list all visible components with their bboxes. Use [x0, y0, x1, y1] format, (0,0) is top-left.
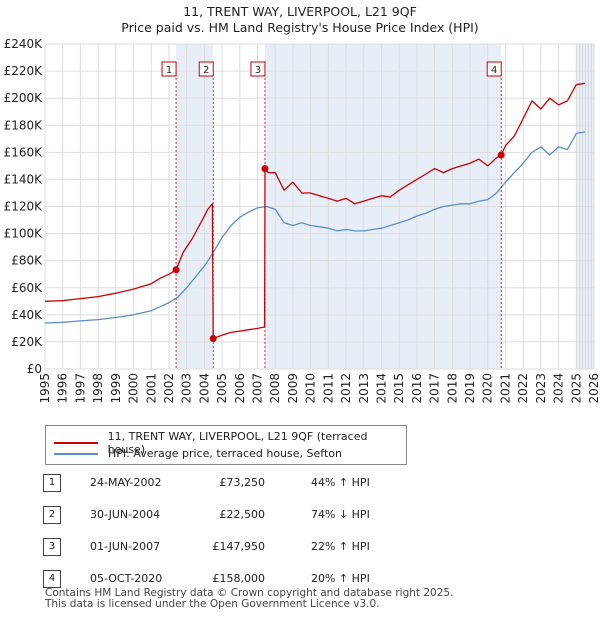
x-tick-label: 2023 — [534, 373, 548, 404]
footer-attribution: Contains HM Land Registry data © Crown c… — [45, 588, 453, 610]
sale-number-badge: 1 — [43, 474, 61, 492]
sale-marker-label: 3 — [255, 65, 261, 76]
x-tick-label: 2010 — [304, 373, 318, 404]
x-tick-label: 2013 — [357, 373, 371, 404]
y-tick-label: £160K — [4, 145, 44, 159]
sale-row: 1 24-MAY-2002 £73,250 44% ↑ HPI — [0, 472, 600, 494]
x-tick-label: 2017 — [428, 373, 442, 404]
x-tick-label: 1998 — [91, 373, 105, 404]
x-tick-label: 1996 — [56, 373, 70, 404]
legend-item-hpi: HPI: Average price, terraced house, Seft… — [54, 447, 342, 460]
y-tick-label: £120K — [4, 200, 44, 214]
x-tick-label: 2016 — [410, 373, 424, 404]
y-tick-label: £60K — [11, 281, 43, 295]
legend-swatch-hpi — [54, 452, 98, 455]
sale-price: £22,500 — [219, 508, 266, 521]
y-tick-label: £180K — [4, 118, 44, 132]
x-tick-label: 2026 — [587, 373, 600, 404]
x-tick-label: 2007 — [251, 373, 265, 404]
x-tick-label: 2020 — [481, 373, 495, 404]
sale-point — [172, 266, 180, 274]
x-tick-label: 2021 — [498, 373, 512, 404]
x-tick-label: 2014 — [374, 373, 388, 404]
x-tick-label: 2025 — [569, 373, 583, 404]
sale-number-badge: 4 — [43, 570, 61, 588]
sale-marker-label: 2 — [203, 65, 209, 76]
sale-marker-badge — [198, 61, 214, 77]
sale-number-badge: 3 — [43, 538, 61, 556]
sale-date: 01-JUN-2007 — [90, 540, 161, 553]
sale-number-badge: 2 — [43, 506, 61, 524]
sale-point — [497, 151, 505, 159]
sale-hpi-change: 74% ↓ HPI — [311, 508, 370, 521]
sale-date: 05-OCT-2020 — [90, 572, 163, 585]
sale-hpi-change: 44% ↑ HPI — [311, 476, 370, 489]
y-tick-label: £20K — [11, 335, 43, 349]
x-tick-label: 2004 — [197, 373, 211, 404]
sale-row: 3 01-JUN-2007 £147,950 22% ↑ HPI — [0, 536, 600, 558]
y-tick-label: £100K — [4, 227, 44, 241]
legend-swatch-property — [54, 442, 98, 444]
legend-label-property: 11, TRENT WAY, LIVERPOOL, L21 9QF (terra… — [107, 430, 368, 456]
legend-item-property: 11, TRENT WAY, LIVERPOOL, L21 9QF (terra… — [54, 430, 406, 456]
x-tick-label: 2003 — [180, 373, 194, 404]
sale-row: 4 05-OCT-2020 £158,000 20% ↑ HPI — [0, 568, 600, 590]
sale-marker-badge — [161, 61, 177, 77]
chart-legend: 11, TRENT WAY, LIVERPOOL, L21 9QF (terra… — [45, 425, 407, 465]
y-tick-label: £80K — [11, 254, 43, 268]
x-tick-label: 2024 — [552, 373, 566, 404]
x-tick-label: 1997 — [73, 373, 87, 404]
y-tick-label: £140K — [4, 172, 44, 186]
y-tick-label: £40K — [11, 308, 43, 322]
chart-title: 11, TRENT WAY, LIVERPOOL, L21 9QF — [183, 4, 417, 19]
footer-copyright: Contains HM Land Registry data © Crown c… — [45, 587, 454, 599]
x-tick-label: 2005 — [215, 373, 229, 404]
sale-row: 2 30-JUN-2004 £22,500 74% ↓ HPI — [0, 504, 600, 526]
x-tick-label: 2022 — [516, 373, 530, 404]
x-tick-label: 2001 — [144, 373, 158, 404]
sale-marker-label: 1 — [166, 65, 172, 76]
sale-price: £147,950 — [212, 540, 266, 553]
sale-marker-badge — [486, 61, 502, 77]
y-tick-label: £0 — [27, 362, 42, 376]
sale-price: £73,250 — [219, 476, 266, 489]
sale-price: £158,000 — [212, 572, 266, 585]
x-tick-label: 2015 — [392, 373, 406, 404]
footer-license: This data is licensed under the Open Gov… — [45, 598, 380, 610]
x-tick-label: 2011 — [321, 373, 335, 404]
y-tick-label: £240K — [4, 37, 44, 51]
x-tick-label: 2019 — [463, 373, 477, 404]
sale-hpi-change: 22% ↑ HPI — [311, 540, 370, 553]
x-tick-label: 1995 — [38, 373, 52, 404]
sale-point — [261, 165, 269, 173]
chart-subtitle: Price paid vs. HM Land Registry's House … — [121, 20, 479, 35]
x-tick-label: 2002 — [162, 373, 176, 404]
sale-hpi-change: 20% ↑ HPI — [311, 572, 370, 585]
sale-date: 24-MAY-2002 — [90, 476, 162, 489]
x-tick-label: 1999 — [109, 373, 123, 404]
sale-date: 30-JUN-2004 — [90, 508, 161, 521]
y-tick-label: £220K — [4, 64, 44, 78]
x-tick-label: 2012 — [339, 373, 353, 404]
sale-marker-badge — [250, 61, 266, 77]
x-tick-label: 2006 — [233, 373, 247, 404]
legend-label-hpi: HPI: Average price, terraced house, Seft… — [108, 447, 342, 460]
x-tick-label: 2000 — [127, 373, 141, 404]
y-tick-label: £200K — [4, 91, 44, 105]
hpi-series-line — [44, 131, 586, 324]
x-tick-label: 2008 — [268, 373, 282, 404]
price-chart: 1 2 3 4 £0 £20K £40K £60K £80K £100K £120K £140K £1… — [4, 37, 600, 404]
sale-marker-label: 4 — [491, 65, 497, 76]
x-tick-label: 2009 — [286, 373, 300, 404]
x-tick-label: 2018 — [445, 373, 459, 404]
sale-point — [209, 335, 217, 343]
